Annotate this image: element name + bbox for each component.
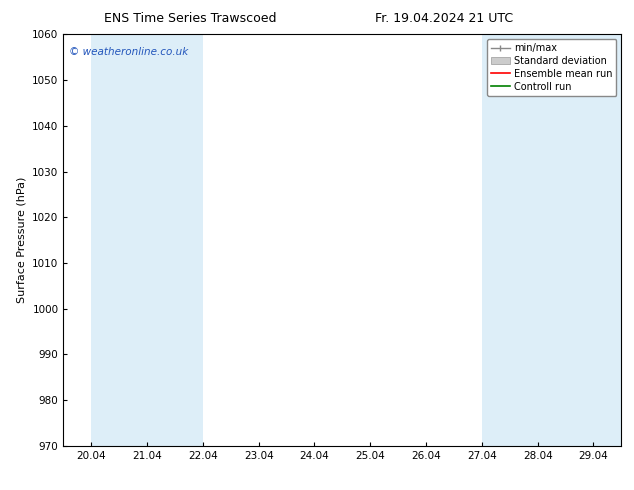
Y-axis label: Surface Pressure (hPa): Surface Pressure (hPa) <box>16 177 27 303</box>
Text: Fr. 19.04.2024 21 UTC: Fr. 19.04.2024 21 UTC <box>375 12 513 25</box>
Text: © weatheronline.co.uk: © weatheronline.co.uk <box>69 47 188 57</box>
Bar <box>91 34 203 446</box>
Bar <box>482 34 621 446</box>
Text: ENS Time Series Trawscoed: ENS Time Series Trawscoed <box>104 12 276 25</box>
Legend: min/max, Standard deviation, Ensemble mean run, Controll run: min/max, Standard deviation, Ensemble me… <box>487 39 616 96</box>
